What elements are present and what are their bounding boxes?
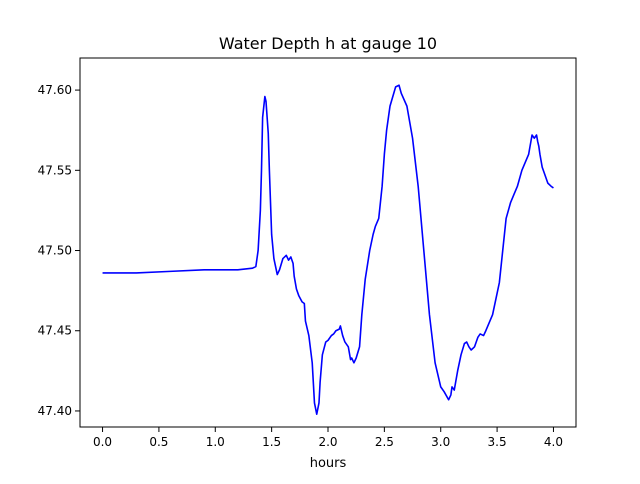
x-tick-label: 2.0 [318,435,337,449]
x-tick-label: 3.0 [431,435,450,449]
y-tick-label: 47.60 [38,83,72,97]
chart-title: Water Depth h at gauge 10 [219,34,437,53]
x-tick-label: 0.5 [149,435,168,449]
x-tick-label: 2.5 [375,435,394,449]
x-tick-label: 0.0 [93,435,112,449]
series-line-0 [102,84,554,415]
x-tick-label: 4.0 [544,435,563,449]
x-tick-label: 3.5 [488,435,507,449]
y-tick-label: 47.55 [38,163,72,177]
y-axis: 47.40 47.45 47.50 47.55 47.60 [38,83,80,418]
series-layer [102,84,554,415]
x-tick-label: 1.5 [262,435,281,449]
x-axis-label: hours [310,456,347,471]
y-tick-label: 47.50 [38,244,72,258]
x-tick-label: 1.0 [206,435,225,449]
x-axis: 0.0 0.5 1.0 1.5 2.0 2.5 3.0 3.5 4.0 [93,427,563,449]
y-tick-label: 47.45 [38,324,72,338]
y-tick-label: 47.40 [38,404,72,418]
